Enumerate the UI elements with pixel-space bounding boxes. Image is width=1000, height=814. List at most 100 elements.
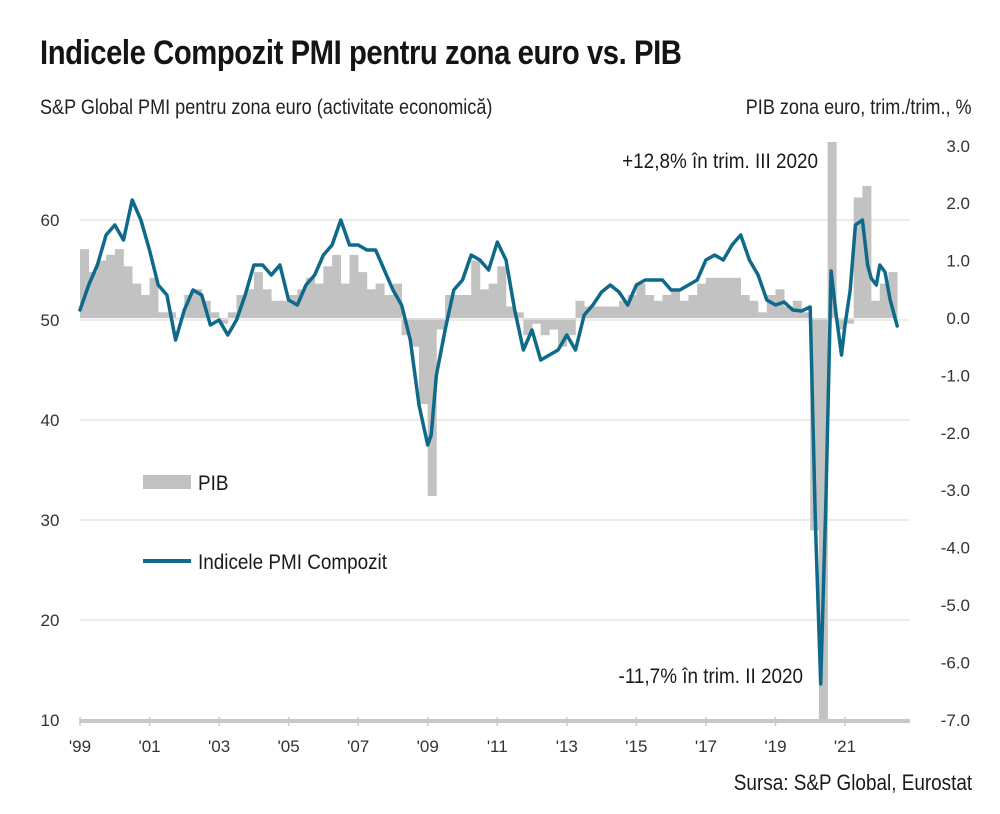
gdp-bar-2020Q4 bbox=[836, 318, 846, 330]
annotations: +12,8% în trim. III 2020 -11,7% în trim.… bbox=[619, 150, 818, 688]
right-tick-label: -7.0 bbox=[941, 711, 970, 730]
source-note: Sursa: S&P Global, Eurostat bbox=[733, 770, 972, 795]
gdp-bar-2010Q1 bbox=[462, 295, 472, 318]
pmi-line bbox=[78, 198, 899, 686]
legend: PIB Indicele PMI Compozit bbox=[143, 472, 387, 574]
gdp-bar-2008Q3 bbox=[410, 318, 420, 347]
gdp-bar-2002Q4 bbox=[210, 312, 220, 318]
gdp-bar-2001Q1 bbox=[149, 277, 159, 318]
right-tick-label: -2.0 bbox=[941, 424, 970, 443]
gdp-bar-2000Q1 bbox=[114, 249, 124, 318]
chart-title: Indicele Compozit PMI pentru zona euro v… bbox=[40, 34, 682, 72]
x-tick-label: '07 bbox=[347, 737, 369, 756]
gdp-bar-2002Q2 bbox=[193, 289, 202, 318]
right-tick-label: -4.0 bbox=[941, 539, 970, 558]
gdp-bar-2022Q1 bbox=[879, 283, 889, 318]
gdp-bar-2006Q2 bbox=[332, 254, 342, 318]
right-tick-label: 0.0 bbox=[946, 309, 970, 328]
gdp-bar-2020Q2 bbox=[818, 318, 828, 720]
legend-label-pib: PIB bbox=[198, 472, 228, 495]
right-tick-label: 2.0 bbox=[946, 194, 970, 213]
gdp-bar-2007Q2 bbox=[366, 289, 376, 318]
gdp-bar-2000Q2 bbox=[123, 266, 133, 318]
gdp-bar-2017Q3 bbox=[723, 277, 733, 318]
gdp-bar-2013Q1 bbox=[566, 318, 576, 336]
right-tick-label: 1.0 bbox=[946, 252, 970, 271]
pmi-line-layer bbox=[78, 198, 899, 686]
gdp-bar-2015Q1 bbox=[636, 283, 646, 318]
gdp-bar-2016Q1 bbox=[671, 289, 681, 318]
gdp-bar-2016Q4 bbox=[697, 283, 707, 318]
right-tick-label: -5.0 bbox=[941, 596, 970, 615]
gdp-bar-2004Q1 bbox=[253, 272, 263, 318]
gdp-bar-2020Q3 bbox=[827, 142, 837, 318]
gdp-bar-2012Q3 bbox=[549, 318, 559, 330]
gdp-bar-2015Q4 bbox=[662, 295, 672, 318]
gdp-bar-2021Q4 bbox=[871, 300, 881, 318]
left-tick-label: 50 bbox=[41, 311, 60, 330]
x-tick-label: '99 bbox=[69, 737, 91, 756]
right-tick-label: -6.0 bbox=[941, 653, 970, 672]
gdp-bar-2013Q2 bbox=[575, 300, 585, 318]
gdp-bar-2019Q2 bbox=[784, 306, 794, 318]
gdp-bar-1999Q3 bbox=[97, 260, 107, 318]
gdp-bar-2018Q4 bbox=[766, 295, 776, 318]
gdp-bar-2004Q2 bbox=[262, 289, 272, 318]
legend-swatch-pib bbox=[143, 475, 191, 489]
left-tick-label: 40 bbox=[41, 411, 60, 430]
gdp-bar-2012Q2 bbox=[540, 318, 550, 336]
gdp-bar-2011Q2 bbox=[506, 306, 515, 318]
x-tick-label: '19 bbox=[764, 737, 786, 756]
gdp-bar-2014Q2 bbox=[610, 306, 620, 318]
gdp-bars bbox=[80, 142, 898, 720]
gdp-bar-2017Q2 bbox=[714, 277, 724, 318]
x-tick-label: '11 bbox=[487, 737, 508, 756]
gdp-bar-2009Q4 bbox=[453, 295, 463, 318]
left-tick-label: 60 bbox=[41, 211, 60, 230]
gdp-bar-2003Q4 bbox=[245, 289, 255, 318]
right-tick-label: 3.0 bbox=[946, 137, 970, 156]
gdp-bar-2011Q3 bbox=[514, 312, 524, 318]
gdp-bar-2014Q3 bbox=[619, 300, 628, 318]
gdp-bar-2022Q2 bbox=[888, 272, 898, 318]
annotation-q3-2020: +12,8% în trim. III 2020 bbox=[622, 150, 818, 173]
gdp-bar-1999Q1 bbox=[80, 249, 89, 318]
gdp-bar-2007Q1 bbox=[358, 272, 368, 318]
gdp-bar-2006Q3 bbox=[340, 283, 350, 318]
gdp-bar-2017Q1 bbox=[705, 277, 715, 318]
x-tick-label: '05 bbox=[278, 737, 300, 756]
gdp-bar-2005Q1 bbox=[288, 295, 298, 318]
gdp-bar-2021Q1 bbox=[845, 318, 854, 324]
gdp-bar-2011Q4 bbox=[523, 318, 533, 336]
right-axis: 3.0 2.0 1.0 0.0 -1.0 -2.0 -3.0 -4.0 -5.0 -6.0 -7.0 bbox=[941, 137, 970, 730]
gdp-bar-2018Q1 bbox=[740, 295, 750, 318]
gdp-bar-2004Q3 bbox=[271, 300, 281, 318]
gdp-bar-1999Q4 bbox=[106, 254, 116, 318]
gdp-bar-2007Q3 bbox=[375, 283, 385, 318]
gdp-bar-2009Q2 bbox=[436, 318, 446, 330]
gdp-bar-2016Q2 bbox=[679, 300, 689, 318]
gdp-bar-2006Q1 bbox=[323, 266, 333, 318]
gdp-bar-2011Q1 bbox=[497, 266, 507, 318]
gdp-bar-2014Q4 bbox=[627, 295, 637, 318]
x-tick-label: '21 bbox=[834, 737, 856, 756]
x-tick-label: '13 bbox=[556, 737, 578, 756]
gdp-bar-2019Q4 bbox=[801, 312, 811, 318]
left-axis-title: S&P Global PMI pentru zona euro (activit… bbox=[40, 96, 493, 119]
gdp-bar-2005Q3 bbox=[306, 277, 315, 318]
right-axis-title: PIB zona euro, trim./trim., % bbox=[746, 96, 972, 119]
gdp-bar-2000Q4 bbox=[140, 295, 150, 318]
x-axis: '99 '01 '03 '05 '07 '09 '11 '13 '15 '17 '19 '21 bbox=[69, 717, 910, 756]
gdp-bar-1999Q2 bbox=[88, 272, 98, 318]
legend-label-pmi: Indicele PMI Compozit bbox=[198, 551, 387, 574]
gdp-bar-2012Q4 bbox=[558, 318, 568, 347]
gdp-bar-2012Q1 bbox=[532, 318, 541, 324]
x-tick-label: '03 bbox=[208, 737, 230, 756]
gdp-bar-2005Q2 bbox=[297, 289, 307, 318]
gdp-bar-2005Q4 bbox=[314, 283, 324, 318]
gdp-bar-2015Q2 bbox=[645, 295, 655, 318]
x-tick-label: '15 bbox=[625, 737, 647, 756]
gdp-bar-2018Q3 bbox=[758, 312, 768, 318]
gdp-bar-2016Q3 bbox=[688, 295, 698, 318]
